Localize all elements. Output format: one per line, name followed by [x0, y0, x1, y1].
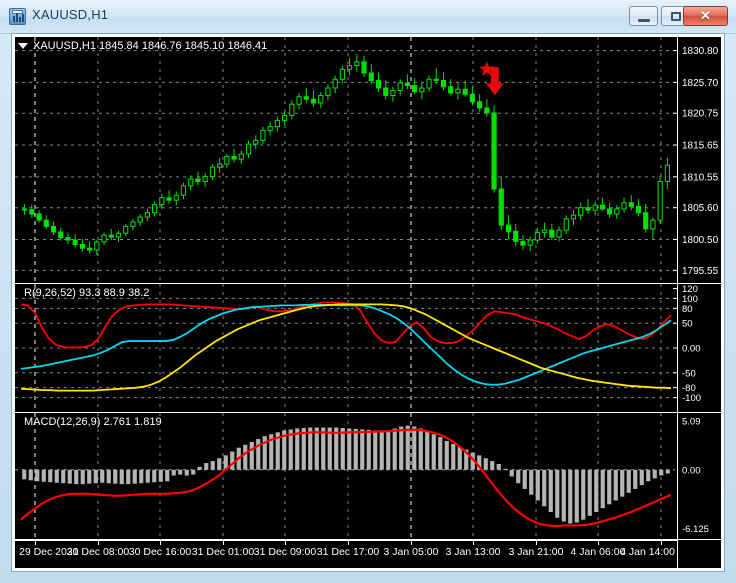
time-axis-tick [661, 540, 662, 545]
time-axis-label: 3 Jan 05:00 [383, 546, 439, 558]
svg-text:-80: -80 [682, 383, 696, 394]
time-axis-label: 3 Jan 13:00 [445, 546, 501, 558]
svg-text:0.00: 0.00 [682, 465, 701, 476]
time-axis-label: 30 Dec 08:00 [66, 546, 130, 558]
time-axis-label: 31 Dec 17:00 [316, 546, 380, 558]
time-axis-label: 31 Dec 09:00 [253, 546, 317, 558]
svg-text:-50: -50 [682, 368, 696, 379]
svg-text:1815.65: 1815.65 [682, 141, 719, 152]
macd-pane[interactable]: MACD(12,26,9) 2.761 1.819 5.09 0.00 -6.125 [15, 413, 721, 539]
time-axis: 29 Dec 2021 30 Dec 08:00 30 Dec 16:00 31 De… [15, 540, 721, 568]
svg-text:1810.55: 1810.55 [682, 172, 719, 183]
time-axis-label: 29 Dec 2021 [19, 546, 79, 558]
svg-text:80: 80 [682, 304, 693, 315]
svg-text:100: 100 [682, 294, 698, 305]
time-axis-tick [35, 540, 36, 545]
macd-pane-label: MACD(12,26,9) 2.761 1.819 [24, 416, 162, 428]
svg-text:1800.50: 1800.50 [682, 235, 719, 246]
chart-menu-arrow-icon[interactable] [18, 43, 28, 49]
window-title: XAUUSD,H1 [32, 7, 109, 22]
pane-divider-2 [15, 412, 721, 413]
window-titlebar: XAUUSD,H1 ✕ [0, 0, 736, 34]
minimize-button[interactable] [629, 6, 658, 26]
time-axis-tick [160, 540, 161, 545]
svg-text:-100: -100 [682, 393, 701, 404]
svg-text:0.00: 0.00 [682, 344, 701, 355]
time-axis-tick [223, 540, 224, 545]
oscillator-pane[interactable]: R(9,26,52) 93.3 88.9 38.2 120 100 80 50 0.00… [15, 284, 721, 412]
price-axis-divider [677, 37, 678, 568]
svg-text:-6.125: -6.125 [682, 524, 709, 535]
chart-frame: XAUUSD,H1 1845.84 1846.76 1845.10 1846.4… [11, 33, 725, 572]
close-icon: ✕ [700, 8, 711, 23]
time-axis-label: 4 Jan 06:00 [570, 546, 626, 558]
close-button[interactable]: ✕ [683, 6, 728, 26]
time-axis-tick [598, 540, 599, 545]
oscillator-pane-label: R(9,26,52) 93.3 88.9 38.2 [24, 287, 150, 299]
time-axis-label: 31 Dec 01:00 [191, 546, 255, 558]
time-axis-label: 4 Jan 14:00 [620, 546, 675, 558]
svg-text:1795.55: 1795.55 [682, 266, 719, 277]
svg-text:1820.75: 1820.75 [682, 109, 719, 120]
svg-text:50: 50 [682, 319, 693, 330]
time-axis-label: 3 Jan 21:00 [508, 546, 564, 558]
svg-text:1825.70: 1825.70 [682, 78, 719, 89]
price-plot: 1830.80 1825.70 1820.75 1815.65 1810.55 1805.… [15, 37, 719, 283]
time-axis-line [15, 540, 677, 541]
time-axis-tick [348, 540, 349, 545]
chart-canvas[interactable]: XAUUSD,H1 1845.84 1846.76 1845.10 1846.4… [15, 37, 721, 568]
svg-text:120: 120 [682, 284, 698, 295]
time-axis-tick [98, 540, 99, 545]
time-axis-tick [285, 540, 286, 545]
pane-divider-1 [15, 283, 721, 284]
restore-icon [670, 12, 681, 21]
svg-text:1805.60: 1805.60 [682, 203, 719, 214]
price-pane[interactable]: XAUUSD,H1 1845.84 1846.76 1845.10 1846.4… [15, 37, 721, 283]
macd-plot: 5.09 0.00 -6.125 [15, 413, 709, 539]
time-axis-tick [473, 540, 474, 545]
time-axis-tick [411, 540, 412, 545]
pane-divider-3 [15, 539, 721, 540]
time-axis-tick [536, 540, 537, 545]
time-axis-label: 30 Dec 16:00 [128, 546, 192, 558]
svg-text:1830.80: 1830.80 [682, 46, 719, 57]
svg-text:5.09: 5.09 [682, 416, 701, 427]
minimize-icon [637, 19, 650, 22]
chart-app-icon [9, 8, 26, 25]
price-pane-label: XAUUSD,H1 1845.84 1846.76 1845.10 1846.4… [33, 40, 268, 52]
